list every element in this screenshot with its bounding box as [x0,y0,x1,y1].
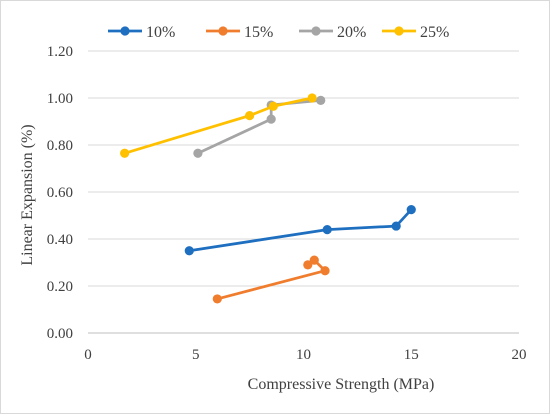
x-tick-label: 5 [192,347,200,363]
y-axis-title: Linear Expansion (%) [19,124,36,265]
legend-item: 20% [299,24,366,41]
data-point [184,246,194,256]
data-point [303,260,313,270]
legend-label: 15% [244,24,273,41]
y-tick-label: 1.00 [47,91,73,107]
data-point [309,255,319,265]
series-line [187,208,413,253]
x-tick-labels: 0 5 10 15 20 [84,347,526,363]
data-point [245,111,255,121]
x-tick-label: 20 [512,347,527,363]
data-point [320,266,330,276]
data-point [307,93,317,103]
x-axis-title: Compressive Strength (MPa) [248,376,435,393]
y-tick-label: 1.20 [47,44,73,60]
x-tick-label: 10 [296,347,311,363]
legend-marker [218,26,228,36]
x-tick-label: 0 [84,347,92,363]
data-point [268,101,278,111]
data-point [193,148,203,158]
legend-item: 10% [108,24,175,41]
data-point [120,148,130,158]
y-tick-label: 0.00 [47,326,73,342]
series-25pct [120,93,317,158]
grid-lines [88,50,519,334]
legend-marker [120,26,130,36]
legend-label: 20% [337,24,366,41]
legend-marker [394,26,404,36]
y-tick-labels: 0.00 0.20 0.40 0.60 0.80 1.00 1.20 [47,44,73,342]
legend: 10% 15% 20% 25% [108,24,449,41]
data-point [316,95,326,105]
legend-marker [311,26,321,36]
series-layer [120,93,416,304]
legend-label: 25% [420,24,449,41]
y-tick-label: 0.40 [47,232,73,248]
data-point [212,294,222,304]
legend-item: 15% [206,24,273,41]
data-point [266,114,276,124]
data-point [322,225,332,235]
series-line [123,96,314,155]
data-point [406,205,416,215]
y-tick-label: 0.20 [47,279,73,295]
data-point [391,221,401,231]
x-tick-label: 15 [404,347,419,363]
y-tick-label: 0.60 [47,185,73,201]
y-tick-label: 0.80 [47,138,73,154]
series-15pct [212,255,330,304]
series-10pct [184,205,416,256]
legend-label: 10% [146,24,175,41]
legend-item: 25% [382,24,449,41]
